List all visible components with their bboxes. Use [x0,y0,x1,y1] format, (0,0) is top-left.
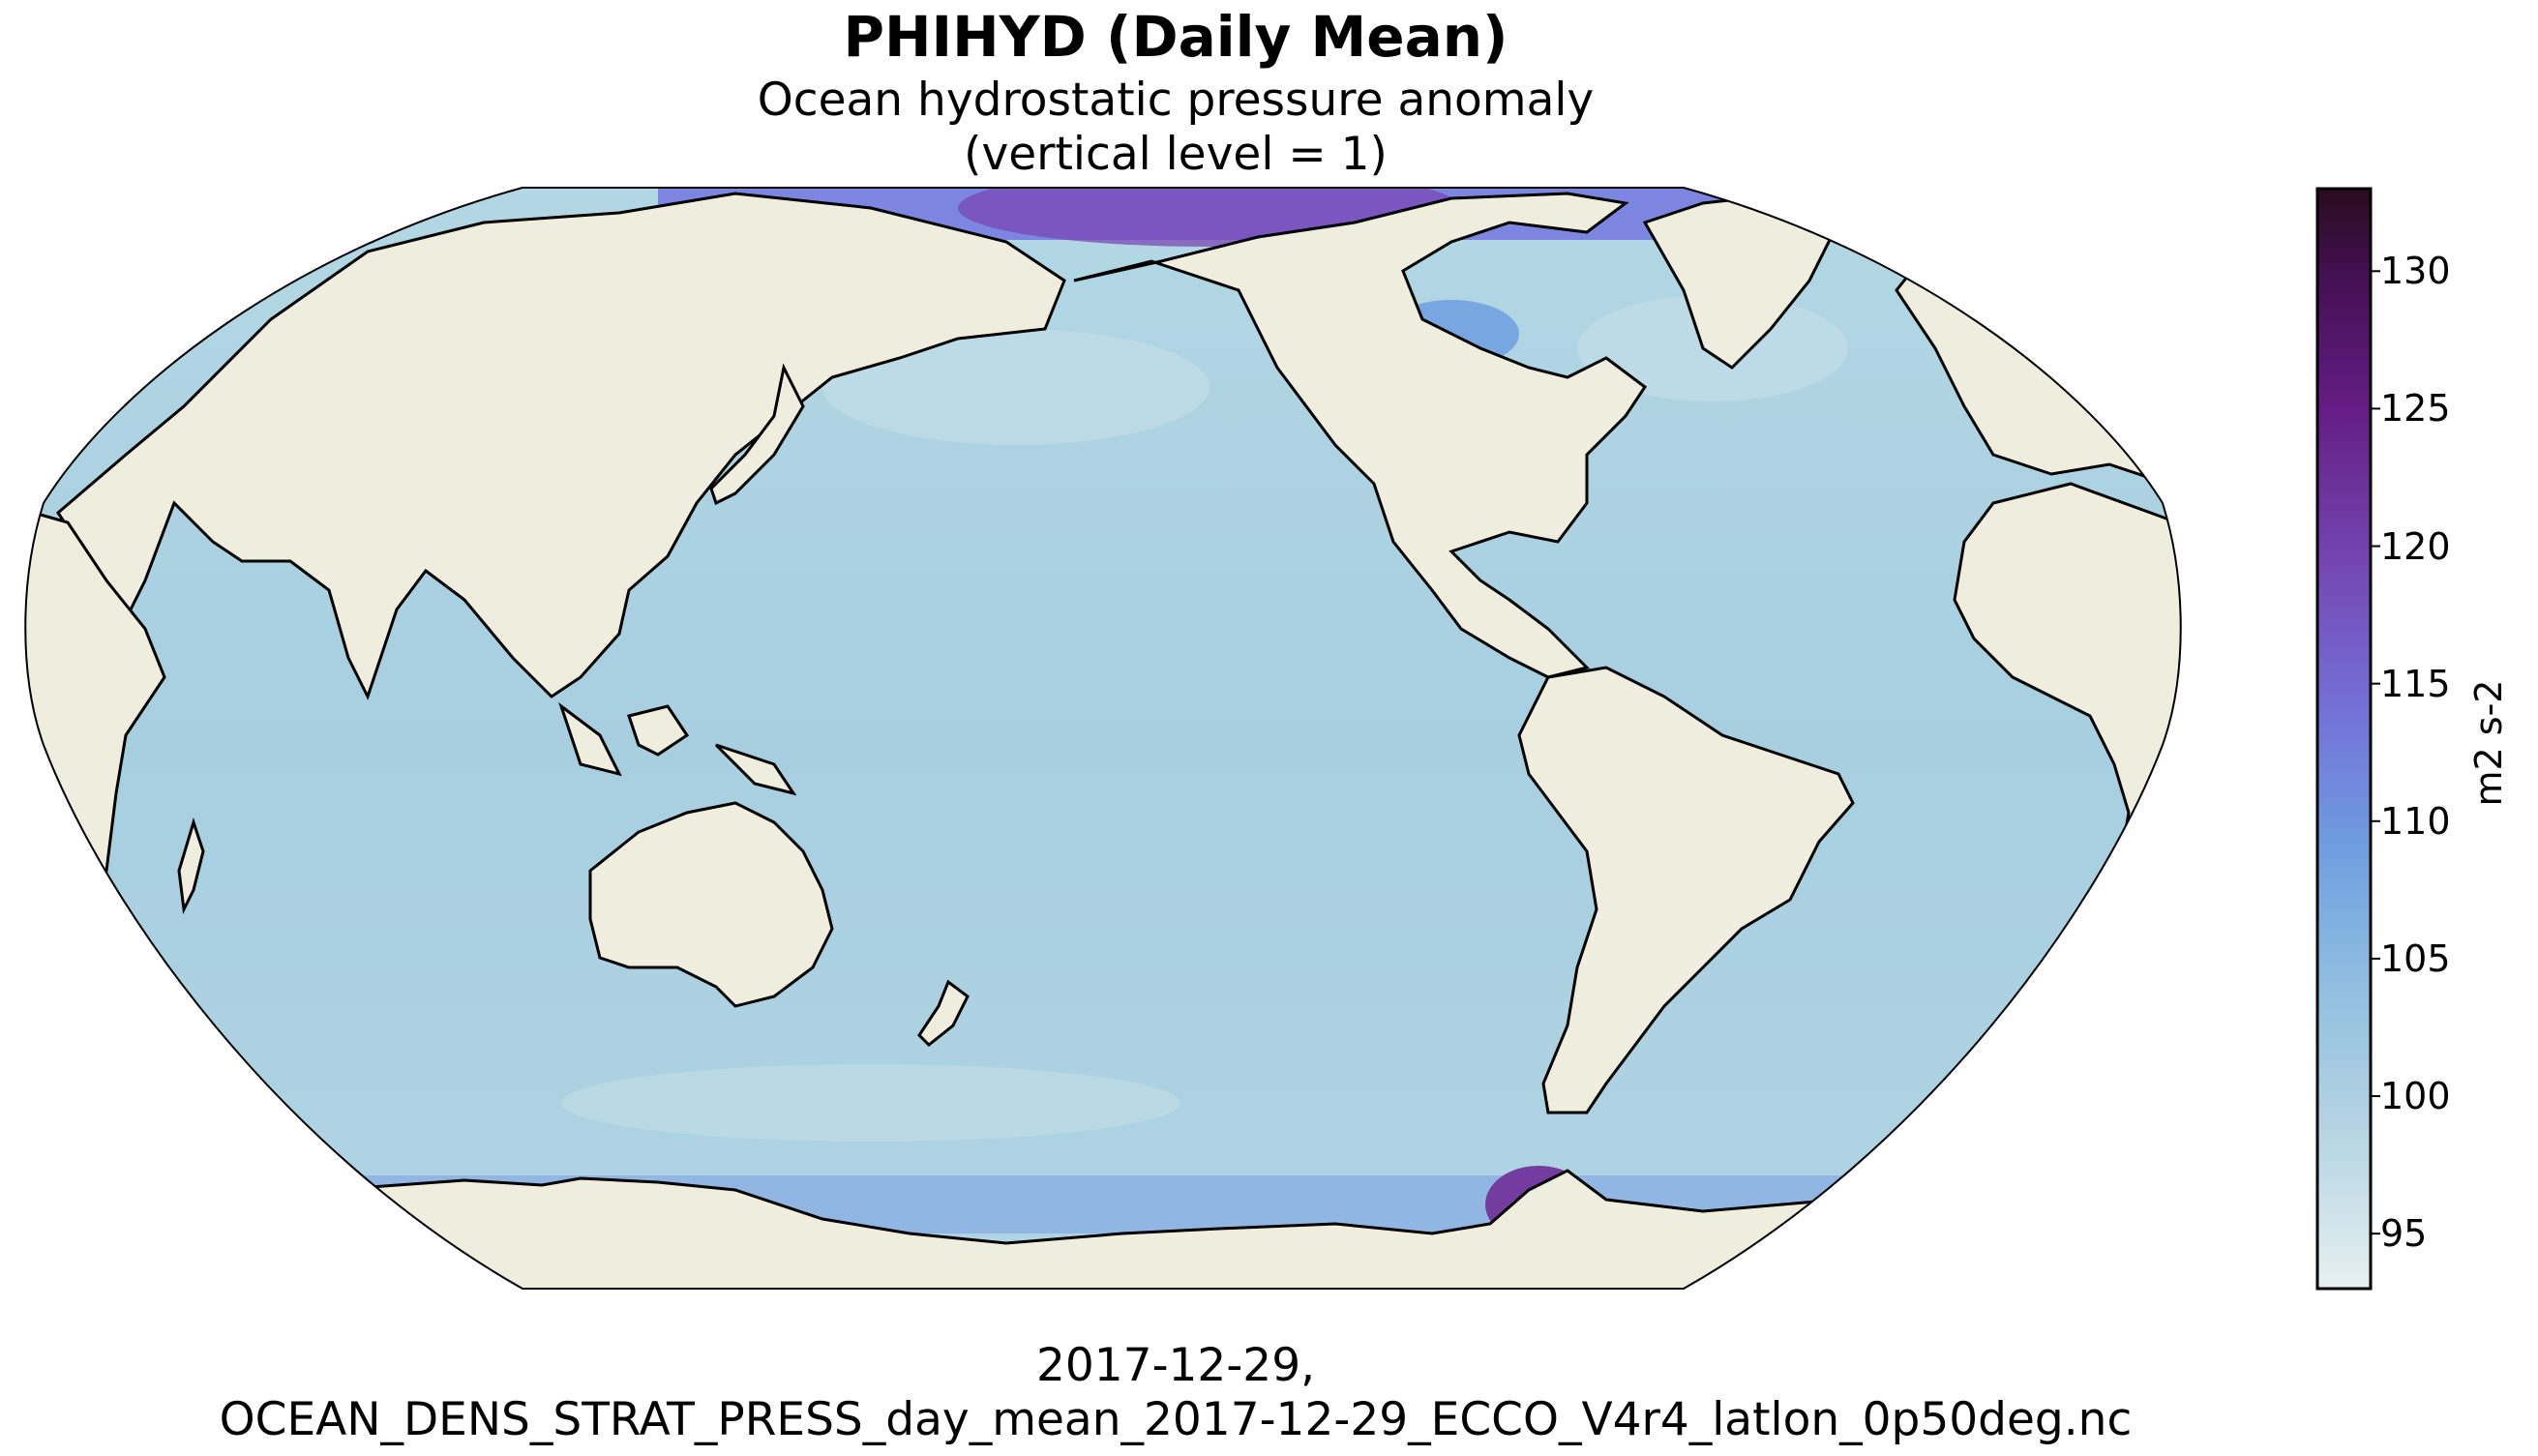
land-new-zealand [917,979,970,1048]
ocean-low-north-pacific [822,329,1209,445]
land-madagascar [177,817,205,915]
colorbar-tick-label: 125 [2380,387,2451,431]
colorbar [2315,187,2373,1291]
land-australia [588,801,834,1008]
colorbar-tick-label: 100 [2380,1075,2451,1118]
map-title: PHIHYD (Daily Mean) [843,4,1508,70]
colorbar-tick-label: 115 [2380,662,2451,705]
colorbar-tick-label: 130 [2380,250,2451,293]
land-south-america [1517,666,1855,1114]
ocean-low-southern [561,1064,1180,1142]
map-subtitle-line-1: Ocean hydrostatic pressure anomaly [757,74,1595,127]
map-content [25,188,2181,1289]
colorbar-ticks [2371,270,2380,1235]
land-japan [709,363,805,506]
caption-filename: OCEAN_DENS_STRAT_PRESS_day_mean_2017-12-… [219,1393,2133,1446]
colorbar-tick-label: 110 [2380,799,2451,843]
colorbar-label: m2 s-2 [2467,679,2510,807]
colorbar-tick-label: 120 [2380,524,2451,568]
land-north-america [1073,192,1648,679]
land-borneo-sumatra [558,701,797,796]
map-boundary [24,187,2182,1290]
colorbar-tick-label: 105 [2380,936,2451,980]
map-subtitle-line-2: (vertical level = 1) [964,128,1388,181]
caption-date: 2017-12-29, [1035,1339,1316,1392]
land-eurasia [56,192,1066,700]
colorbar-tick-label: 95 [2380,1212,2428,1256]
